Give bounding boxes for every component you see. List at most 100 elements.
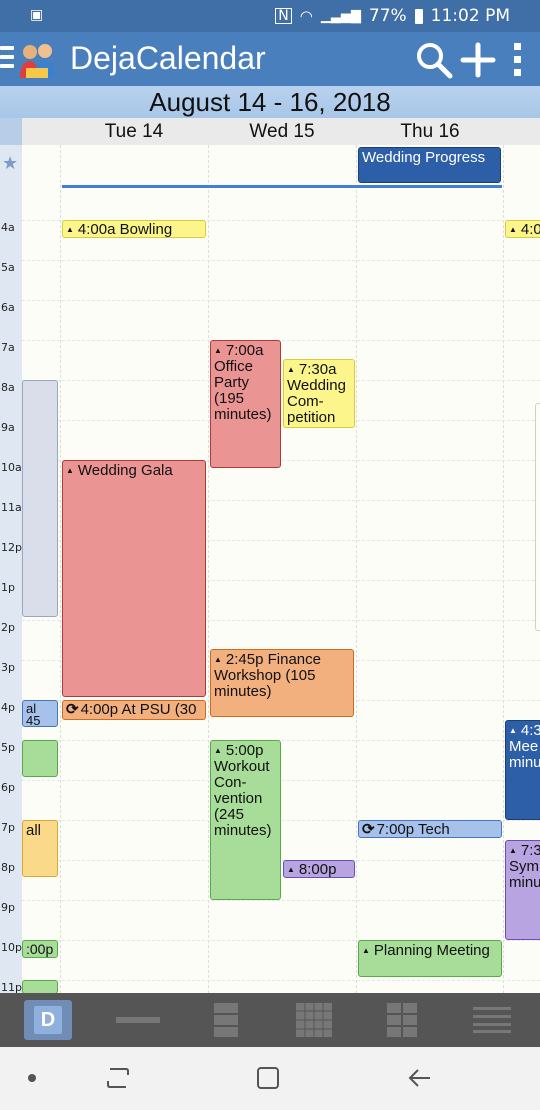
hour-line	[22, 500, 540, 501]
alarm-icon: ▲	[509, 726, 517, 735]
recent-apps-icon[interactable]	[100, 1063, 140, 1093]
event-wedding-gala-label: Wedding Gala	[77, 462, 173, 479]
hour-label: 9a	[1, 421, 15, 434]
event-workout-convention-label: 5:00p Workout Con-vention (245 minutes)	[214, 742, 272, 839]
date-range-header[interactable]: August 14 - 16, 2018	[0, 86, 540, 118]
hour-label: 4a	[1, 221, 15, 234]
hour-line	[22, 380, 540, 381]
day-header-wed[interactable]: Wed 15	[249, 121, 315, 142]
day-view-label: D	[34, 1006, 62, 1034]
event-finance-workshop[interactable]: ▲ 2:45p Finance Workshop (105 minutes)	[210, 649, 354, 717]
event-planning-meeting[interactable]: ▲ Planning Meeting	[358, 940, 502, 977]
event-wedding-gala[interactable]: ▲ Wedding Gala	[62, 460, 206, 697]
hour-gutter	[0, 145, 22, 993]
menu-icon[interactable]	[0, 46, 14, 72]
alarm-icon: ▲	[66, 466, 74, 475]
event-wed-8pm-label: 8:00p	[298, 861, 337, 878]
day-header-gutter	[0, 118, 22, 145]
system-nav-bar	[0, 1047, 540, 1110]
list-icon	[473, 1007, 511, 1033]
event-bowling[interactable]: ▲ 4:00a Bowling	[62, 220, 206, 238]
day-view-button[interactable]: D	[24, 1000, 72, 1040]
agenda-view-button[interactable]	[114, 1000, 162, 1040]
event-workout-convention[interactable]: ▲ 5:00p Workout Con-vention (245 minutes)	[210, 740, 281, 900]
hour-line	[22, 740, 540, 741]
event-partial-prev-7p[interactable]: all	[22, 820, 58, 877]
event-partial-next-tall[interactable]	[535, 403, 540, 631]
event-partial-next-bowling[interactable]: ▲ 4:0	[505, 220, 540, 238]
day-header-thu[interactable]: Thu 16	[400, 121, 460, 142]
event-partial-prev-5p[interactable]	[22, 740, 58, 777]
event-wed-8pm[interactable]: ▲ 8:00p	[283, 860, 355, 878]
assistant-dot-icon[interactable]	[18, 1063, 58, 1093]
event-at-psu[interactable]: ⟳ 4:00p At PSU (30	[62, 700, 206, 720]
alarm-icon: ▲	[287, 865, 295, 874]
nfc-icon: N	[275, 8, 292, 24]
event-tech-label: 7:00p Tech	[376, 821, 450, 838]
add-icon[interactable]	[458, 40, 498, 80]
hour-label: 7a	[1, 341, 15, 354]
event-wedding-competition[interactable]: ▲ 7:30a Wedding Com-petition	[283, 359, 355, 428]
event-partial-prev-10p[interactable]: :00p	[22, 940, 58, 958]
overflow-menu-icon[interactable]	[500, 40, 536, 80]
event-partial-next-430-label: 4:3 Mee minu	[509, 722, 540, 771]
event-tech[interactable]: ⟳ 7:00p Tech	[358, 820, 502, 838]
hour-label: 11p	[1, 981, 22, 993]
event-partial-prev-11p[interactable]	[22, 980, 58, 993]
hour-line	[22, 300, 540, 301]
event-wedding-progress[interactable]: Wedding Progress	[358, 147, 501, 183]
event-office-party[interactable]: ▲ 7:00a Office Party (195 minutes)	[210, 340, 281, 468]
day-header: Tue 14 Wed 15 Thu 16	[0, 118, 540, 145]
hour-label: 5p	[1, 741, 15, 754]
event-partial-next-bowling-label: 4:0	[520, 221, 540, 238]
agenda-icon	[116, 1017, 160, 1023]
month-view-button[interactable]	[290, 1000, 338, 1040]
event-partial-prev-4p[interactable]: al 45	[22, 700, 58, 727]
hour-line	[22, 460, 540, 461]
app-title: DejaCalendar	[70, 40, 266, 76]
hour-label: 12p	[1, 541, 22, 554]
alarm-icon: ▲	[287, 365, 295, 374]
battery-icon	[414, 8, 423, 24]
list-view-button[interactable]	[468, 1000, 516, 1040]
search-icon[interactable]	[414, 40, 454, 80]
alarm-icon: ▲	[214, 346, 222, 355]
status-bar: ▣ N ◠ ▁▃▅▇ 77% 11:02 PM	[0, 0, 540, 32]
week-view-button[interactable]	[378, 1000, 426, 1040]
hour-label: 2p	[1, 621, 15, 634]
hour-label: 6p	[1, 781, 15, 794]
calendar-grid[interactable]: ★ 4a 5a 6a 7a 8a 9a 10a 11a 12p 1p 2p 3p…	[0, 145, 540, 993]
event-at-psu-label: 4:00p At PSU (30	[80, 701, 197, 718]
event-planning-meeting-label: Planning Meeting	[373, 942, 490, 959]
day-divider	[356, 145, 357, 993]
hour-line	[22, 220, 540, 221]
signal-icon: ▁▃▅▇	[320, 8, 361, 24]
clock: 11:02 PM	[430, 6, 510, 26]
hour-label: 9p	[1, 901, 15, 914]
event-partial-next-730[interactable]: ▲ 7:3 Sym minu	[505, 840, 540, 940]
hour-label: 5a	[1, 261, 15, 274]
three-day-icon	[214, 1003, 238, 1037]
hour-label: 4p	[1, 701, 15, 714]
view-toolbar: D	[0, 993, 540, 1047]
status-indicators: N ◠ ▁▃▅▇ 77% 11:02 PM	[275, 6, 510, 26]
alarm-icon: ▲	[66, 225, 74, 234]
event-partial-next-430[interactable]: ▲ 4:3 Mee minu	[505, 720, 540, 820]
hour-line	[22, 580, 540, 581]
event-wedding-competition-label: 7:30a Wedding Com-petition	[287, 361, 346, 426]
hour-label: 8p	[1, 861, 15, 874]
alarm-icon: ▲	[214, 655, 222, 664]
event-finance-workshop-label: 2:45p Finance Workshop (105 minutes)	[214, 651, 321, 700]
three-day-view-button[interactable]	[202, 1000, 250, 1040]
hour-line	[22, 820, 540, 821]
day-divider	[60, 145, 61, 993]
event-partial-prev[interactable]	[22, 380, 58, 617]
day-header-tue[interactable]: Tue 14	[104, 121, 164, 142]
hour-line	[22, 860, 540, 861]
alarm-icon: ▲	[509, 225, 517, 234]
sync-icon: ⟳	[66, 701, 79, 718]
back-icon[interactable]	[400, 1063, 440, 1093]
week-grid-icon	[387, 1003, 417, 1037]
home-icon[interactable]	[248, 1063, 288, 1093]
hour-label: 10a	[1, 461, 22, 474]
